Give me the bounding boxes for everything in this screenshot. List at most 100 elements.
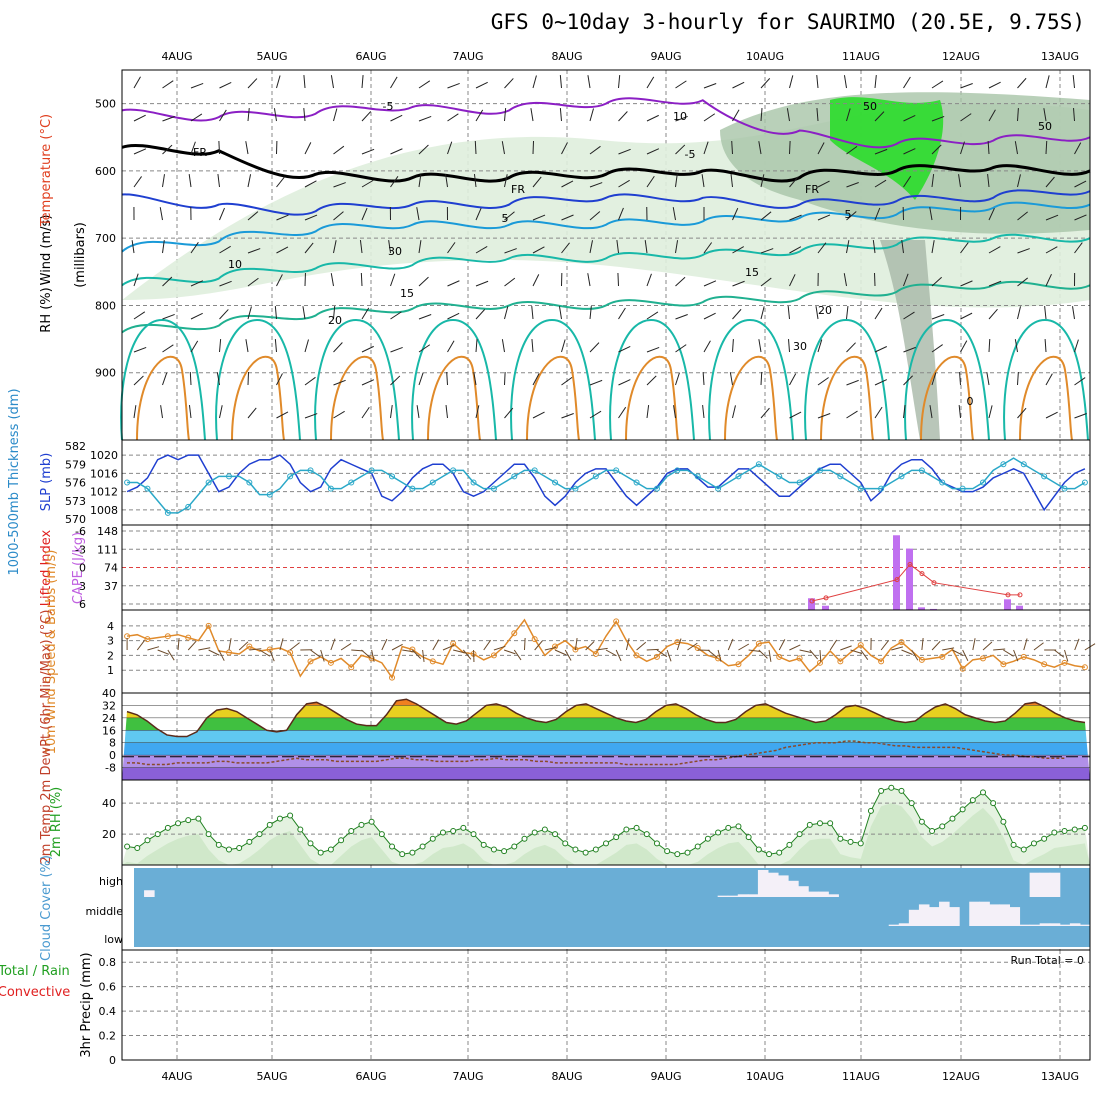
- thickness-point: [368, 467, 375, 474]
- wind-barb: [1074, 180, 1087, 188]
- wind-barb: [133, 346, 147, 353]
- wind-barb: [931, 174, 935, 188]
- wind-barb: [333, 306, 336, 320]
- wind-barb: [418, 372, 424, 386]
- wind-barb: [1045, 214, 1059, 221]
- wind-barb: [247, 211, 259, 221]
- rh-point: [806, 821, 813, 828]
- surface-isotherm-loop: [920, 355, 974, 441]
- cloud-cell: [888, 924, 900, 926]
- thickness-point: [816, 467, 823, 474]
- wind-barb: [1044, 306, 1047, 320]
- panel-text: Run Total = 0 high middle low: [85, 875, 1084, 967]
- rh-point: [755, 846, 762, 853]
- wind-barb: [504, 306, 509, 320]
- run-total-label: Run Total = 0: [1011, 954, 1085, 967]
- cloud-cell: [1019, 924, 1031, 926]
- cloud-cell: [1039, 872, 1051, 897]
- rh-point: [246, 838, 253, 845]
- thickness-tick-label: 579: [65, 458, 86, 471]
- contour-label: -5: [685, 148, 696, 161]
- wind-barb: [416, 207, 420, 221]
- panel3-ylabel-cape: CAPE (J/kg): [71, 532, 86, 604]
- surface-isotherm-loop-20: [904, 318, 990, 441]
- li-tick-label: 0: [79, 562, 86, 575]
- wind-barb: [903, 375, 913, 386]
- rh-area-inner: [122, 803, 1090, 865]
- thickness-point: [898, 473, 905, 480]
- wind-barb: [190, 312, 203, 320]
- wind-barb: [732, 405, 736, 419]
- wind-barb: [390, 176, 399, 188]
- rh-point: [470, 831, 477, 838]
- precip-tick-label: 0.8: [99, 956, 117, 969]
- wind-barb: [162, 174, 165, 188]
- wind-barb: [388, 240, 391, 254]
- thickness-point: [755, 461, 762, 468]
- wind-barb: [988, 338, 991, 353]
- wind-barb: [846, 211, 857, 221]
- contour-label: 50: [863, 100, 877, 113]
- wind-barb-10m: [901, 649, 913, 655]
- wind-barb: [929, 405, 933, 419]
- wind-barb: [646, 76, 655, 89]
- rh-point: [501, 848, 508, 855]
- thickness-point: [980, 479, 987, 486]
- wind-tick-label: 4: [107, 620, 114, 633]
- wind-barb: [874, 379, 888, 386]
- wind-barb: [758, 339, 762, 353]
- wind-barb: [618, 379, 631, 386]
- wind-barb: [361, 75, 364, 89]
- rh-point: [236, 845, 243, 851]
- li-tick-label: 3: [79, 580, 86, 593]
- wind-barb: [988, 308, 998, 320]
- wind-speed-point: [918, 656, 925, 663]
- wind-barb: [304, 339, 309, 353]
- temp-tick-label: 40: [102, 687, 116, 700]
- slp-line: [126, 454, 1086, 512]
- thickness-point: [164, 509, 171, 516]
- lifted-index-point: [809, 598, 815, 604]
- wind-speed-point: [796, 655, 803, 662]
- wind-barb: [874, 207, 881, 221]
- wind-barb-10m: [982, 641, 993, 651]
- wind-barb-10m: [1064, 649, 1069, 662]
- wind-barb-10m: [880, 640, 889, 651]
- wind-barb: [390, 76, 398, 89]
- wind-barb: [789, 411, 802, 419]
- wind-speed-point: [531, 636, 538, 643]
- wind-barb: [616, 240, 619, 254]
- wind-barb: [846, 379, 859, 386]
- wind-barb: [987, 174, 990, 188]
- rh-point: [816, 820, 823, 827]
- rh-point: [1030, 840, 1037, 847]
- wind-barb: [133, 311, 146, 320]
- wind-barb: [530, 108, 534, 122]
- panel3-ylabel-li: Lifted Index: [39, 529, 54, 606]
- wind-barb: [304, 180, 317, 188]
- thickness-point: [857, 485, 864, 492]
- wind-barb: [304, 214, 318, 221]
- wind-barb: [874, 307, 883, 320]
- temp-tick-label: 8: [109, 737, 116, 750]
- wind-barb-10m: [442, 644, 455, 651]
- wind-barb: [418, 115, 432, 122]
- wind-barb-10m: [768, 649, 772, 662]
- wind-barb: [330, 273, 334, 287]
- wind-barb: [846, 182, 859, 188]
- cape-bar: [918, 607, 925, 610]
- cape-bar: [808, 598, 815, 610]
- wind-barb: [960, 83, 973, 89]
- wind-barb: [1045, 140, 1048, 155]
- wind-barb: [333, 211, 344, 221]
- wind-barb: [702, 405, 705, 419]
- wind-barb: [561, 242, 570, 254]
- wind-barb-10m: [778, 639, 786, 651]
- thickness-point: [735, 473, 742, 480]
- wind-barb: [447, 82, 460, 89]
- rh-point: [287, 812, 294, 819]
- panel-frame: [121, 949, 1091, 1061]
- wind-barb: [1072, 306, 1075, 320]
- date-label-top: 5AUG: [256, 50, 287, 63]
- wind-barb-10m: [432, 639, 440, 651]
